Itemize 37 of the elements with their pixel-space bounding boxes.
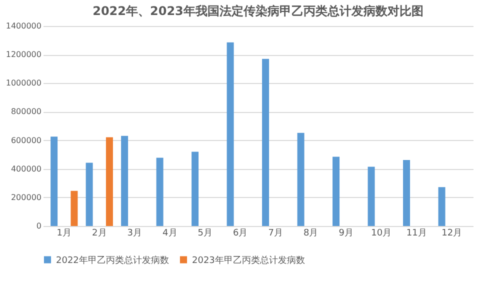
x-tick-label: 3月 <box>127 228 142 238</box>
x-tick-label: 10月 <box>371 228 392 238</box>
y-tick-label: 200000 <box>10 192 42 202</box>
bar <box>226 42 234 226</box>
bar <box>106 137 113 226</box>
bar <box>50 136 58 226</box>
x-tick-label: 5月 <box>198 228 212 238</box>
x-tick-label: 4月 <box>162 228 178 238</box>
y-tick-label: 1400000 <box>6 22 42 30</box>
bar <box>297 132 304 226</box>
x-tick-label: 6月 <box>233 228 248 238</box>
chart-title: 2022年、2023年我国法定传染病甲乙丙类总计发病数对比图 <box>92 4 424 18</box>
x-tick-label: 1月 <box>56 228 72 238</box>
y-tick-label: 1000000 <box>6 78 42 88</box>
legend-label: 2023年甲乙丙类总计发病数 <box>192 254 305 266</box>
y-tick-label: 0 <box>36 222 42 230</box>
x-tick-label: 9月 <box>338 228 354 238</box>
x-tick-label: 2月 <box>92 228 107 238</box>
y-tick-label: 600000 <box>10 136 42 145</box>
bar <box>332 156 340 226</box>
bar <box>438 187 446 226</box>
bar <box>192 152 199 226</box>
x-tick-label: 11月 <box>406 228 427 238</box>
x-tick-label: 12月 <box>442 228 462 238</box>
bar <box>86 162 93 226</box>
bar <box>156 158 164 226</box>
bar <box>368 166 375 226</box>
bar <box>70 190 78 226</box>
y-tick-label: 1200000 <box>6 50 42 60</box>
bar <box>403 160 410 226</box>
bar <box>262 58 270 226</box>
y-tick-label: 800000 <box>10 107 42 116</box>
bar <box>121 136 128 226</box>
y-tick-label: 400000 <box>10 164 42 174</box>
x-tick-label: 7月 <box>268 228 283 238</box>
x-tick-label: 8月 <box>304 228 318 238</box>
legend-label: 2022年甲乙丙类总计发病数 <box>56 254 169 266</box>
